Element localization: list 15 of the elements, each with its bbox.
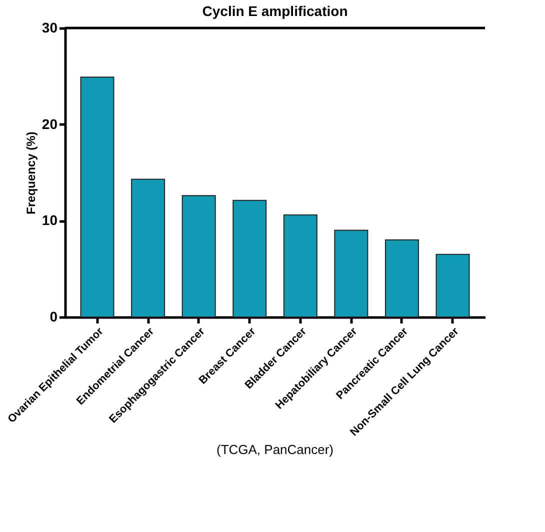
y-tick-label: 20 bbox=[42, 116, 58, 132]
bar bbox=[384, 239, 419, 318]
bar bbox=[131, 178, 166, 318]
bar bbox=[80, 76, 114, 318]
bar bbox=[436, 254, 470, 318]
y-tick-label: 30 bbox=[42, 20, 58, 36]
chart-title: Cyclin E amplification bbox=[202, 3, 348, 19]
y-tick-label: 0 bbox=[50, 308, 58, 324]
bar bbox=[182, 195, 216, 318]
bar bbox=[232, 200, 267, 318]
bar bbox=[334, 230, 368, 318]
text: (TCGA, PanCancer) bbox=[216, 442, 334, 457]
y-axis-title: Frequency (%) bbox=[24, 132, 38, 214]
bar bbox=[283, 214, 318, 318]
y-tick-label: 10 bbox=[42, 212, 58, 228]
